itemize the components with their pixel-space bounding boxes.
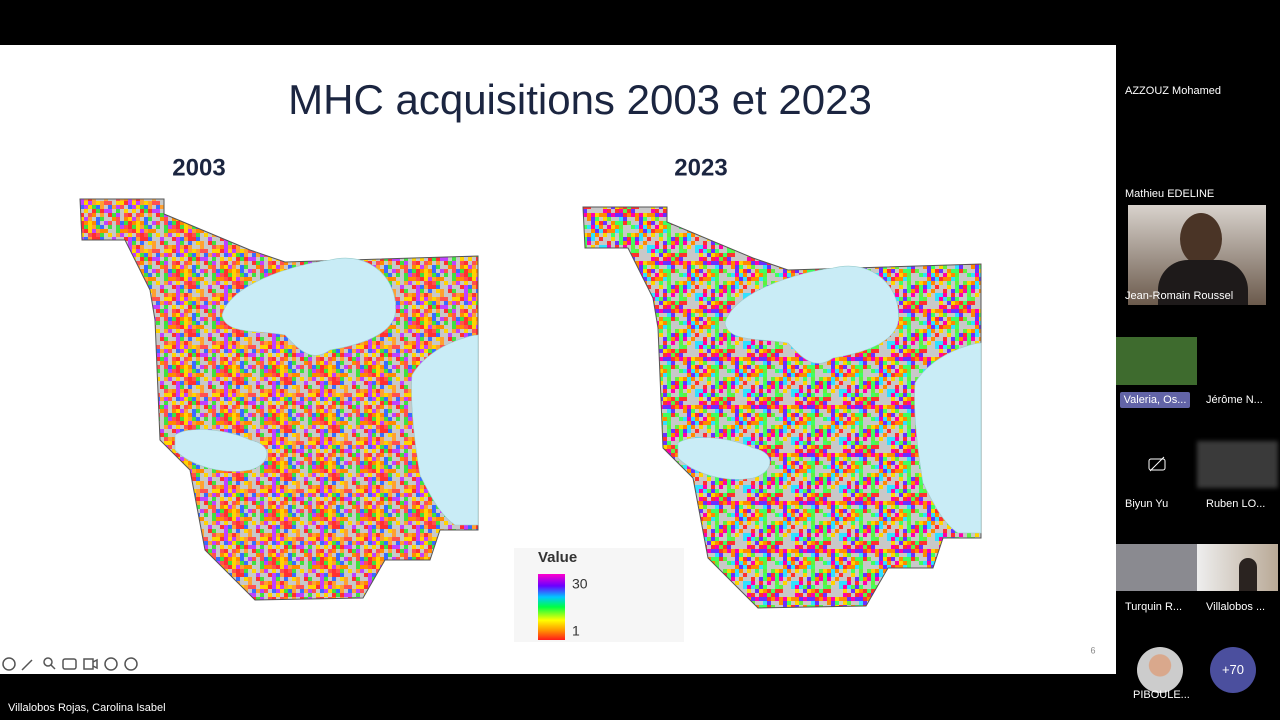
camera-off-icon: [1148, 456, 1166, 472]
presenter-name: Villalobos Rojas, Carolina Isabel: [8, 702, 166, 714]
more-participants[interactable]: +70: [1210, 647, 1256, 693]
video-tile[interactable]: [1197, 544, 1278, 591]
map: [79, 198, 479, 601]
video-tile[interactable]: [1116, 337, 1197, 385]
video-tile[interactable]: [1197, 441, 1278, 488]
avatar[interactable]: [1137, 647, 1183, 693]
participant-name: Valeria, Os...: [1120, 392, 1190, 408]
participant-name: Turquin R...: [1125, 601, 1183, 613]
participant-name: Biyun Yu: [1125, 498, 1169, 510]
slide-toolbar[interactable]: [2, 657, 138, 671]
panel-label: 2023: [674, 154, 727, 181]
slide: MHC acquisitions 2003 et 2023 2003 2023 …: [0, 45, 1116, 674]
legend-title: Value: [538, 549, 577, 566]
participant-name: Mathieu EDELINE: [1125, 188, 1215, 200]
legend-min: 1: [572, 623, 580, 639]
map: [582, 206, 982, 609]
participant-name: PIBOULE...: [1133, 689, 1190, 701]
legend-ramp: [538, 574, 565, 640]
video-tile[interactable]: [1128, 205, 1266, 305]
participant-name: AZZOUZ Mohamed: [1125, 85, 1221, 97]
page-number: 6: [1090, 645, 1095, 655]
panel-label: 2003: [172, 154, 225, 181]
video-tile[interactable]: [1116, 544, 1197, 591]
lake: [411, 334, 479, 526]
lake: [914, 342, 982, 534]
participant-name: Jérôme N...: [1206, 394, 1263, 406]
participant-name: Jean-Romain Roussel: [1125, 290, 1234, 302]
legend-max: 30: [572, 576, 588, 592]
slide-title: MHC acquisitions 2003 et 2023: [288, 76, 872, 123]
participant-name: Ruben LO...: [1206, 498, 1266, 510]
lake: [174, 429, 268, 472]
lake: [221, 257, 396, 356]
lake: [724, 265, 899, 364]
participant-name: Villalobos ...: [1206, 601, 1266, 613]
lake: [677, 437, 771, 480]
